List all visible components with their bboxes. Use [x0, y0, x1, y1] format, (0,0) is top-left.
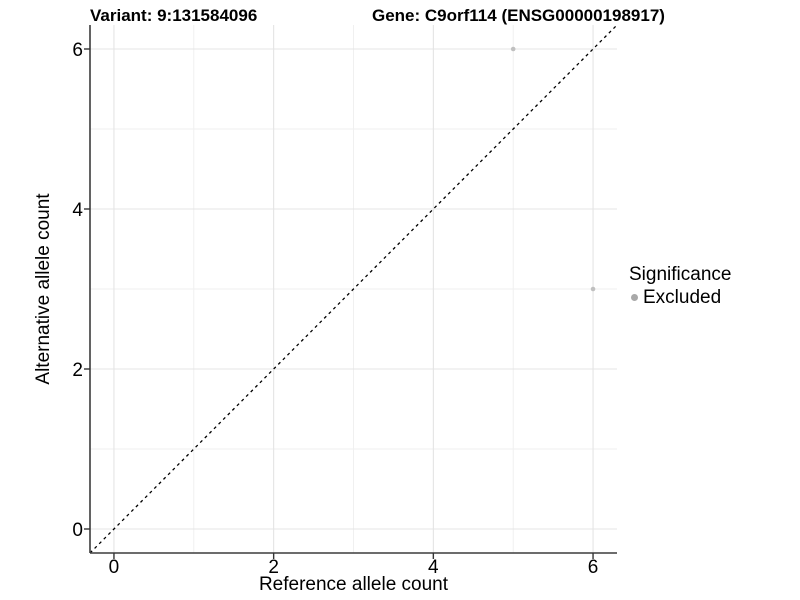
legend: Significance Excluded	[629, 264, 731, 308]
legend-entries: Excluded	[629, 287, 731, 308]
y-axis-title: Alternative allele count	[33, 193, 54, 385]
legend-title: Significance	[629, 264, 732, 285]
y-tick-label: 2	[72, 360, 83, 381]
y-tick-label: 4	[72, 200, 83, 221]
x-tick-label: 4	[428, 557, 439, 578]
y-tick-label: 6	[72, 40, 83, 61]
x-tick-label: 2	[268, 557, 279, 578]
legend-entry-label: Excluded	[643, 287, 722, 308]
legend-entry: Excluded	[629, 287, 731, 308]
legend-key	[625, 289, 643, 307]
data-point	[510, 46, 516, 52]
x-tick-label: 0	[109, 557, 120, 578]
x-tick-label: 6	[588, 557, 599, 578]
data-point	[590, 286, 596, 292]
variant-title: Variant: 9:131584096	[90, 6, 258, 25]
legend-point-icon	[630, 294, 638, 301]
x-axis-title: Reference allele count	[258, 574, 449, 595]
identity-line	[89, 24, 618, 554]
y-tick-label: 0	[72, 520, 83, 541]
gene-title: Gene: C9orf114 (ENSG00000198917)	[372, 6, 665, 25]
